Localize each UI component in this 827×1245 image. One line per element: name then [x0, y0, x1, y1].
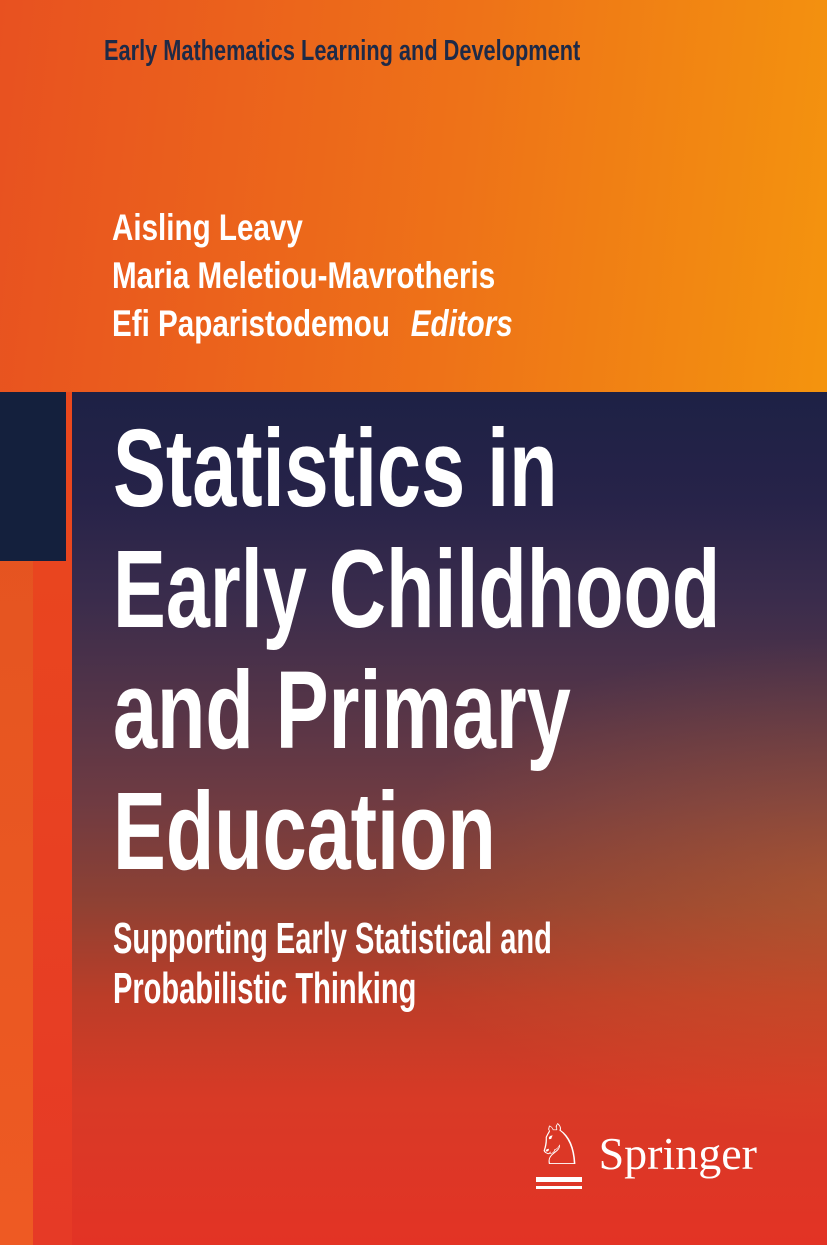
- publisher-logo: ♘ Springer: [534, 1118, 757, 1189]
- book-subtitle-line: Probabilistic Thinking: [113, 964, 417, 1013]
- editors-block: Aisling Leavy Maria Meletiou-Mavrotheris…: [112, 204, 513, 348]
- editor-name: Aisling Leavy: [112, 207, 303, 248]
- book-title-line: Education: [113, 770, 496, 893]
- editor-name-with-label: Efi Paparistodemou Editors: [112, 300, 513, 348]
- background-orange-gradient: [0, 0, 827, 392]
- knight-underline-thick: [536, 1177, 583, 1182]
- editor-name: Maria Meletiou-Mavrotheris: [112, 255, 496, 296]
- book-title-line: and Primary: [113, 649, 571, 772]
- navy-accent-square: [0, 392, 66, 561]
- book-title-line: Early Childhood: [113, 528, 721, 651]
- title-panel: Statistics in Early Childhood and Primar…: [72, 392, 827, 1245]
- book-subtitle-line: Supporting Early Statistical and: [113, 914, 552, 963]
- series-title: Early Mathematics Learning and Developme…: [104, 35, 581, 67]
- publisher-name: Springer: [598, 1127, 757, 1179]
- editor-name: Efi Paparistodemou: [112, 303, 390, 344]
- editors-label: Editors: [410, 303, 513, 344]
- springer-knight-icon: ♘: [534, 1118, 585, 1189]
- book-title-line: Statistics in: [113, 407, 558, 530]
- knight-underline-thin: [536, 1186, 583, 1189]
- book-title: Statistics in Early Childhood and Primar…: [113, 407, 721, 893]
- book-subtitle: Supporting Early Statistical and Probabi…: [113, 914, 584, 1014]
